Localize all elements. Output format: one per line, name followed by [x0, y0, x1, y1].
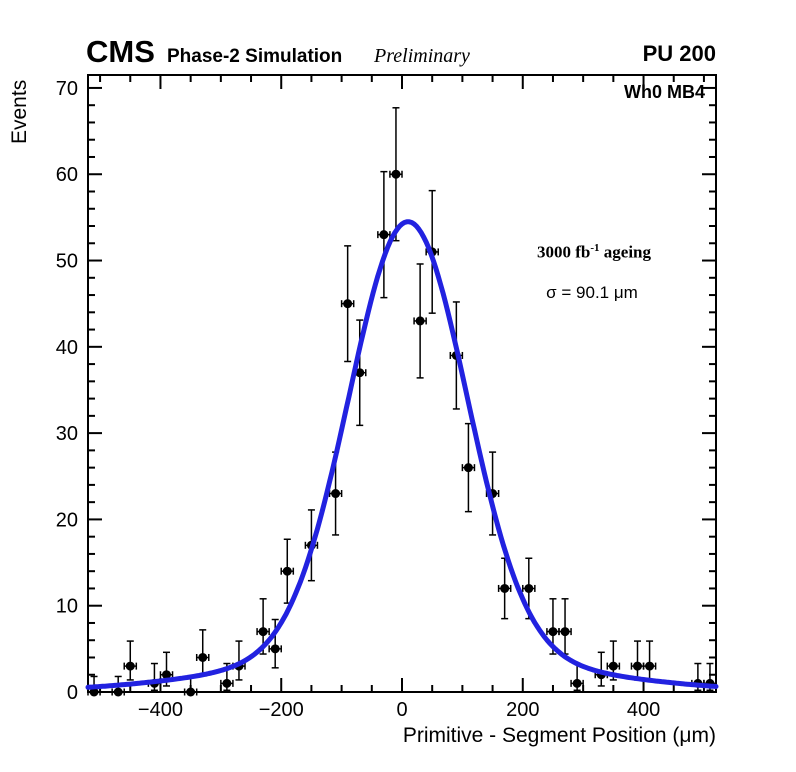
y-tick-label: 30 — [56, 423, 78, 445]
y-axis-title: Events — [8, 79, 31, 144]
x-tick-label: −400 — [138, 699, 183, 721]
data-point-marker — [89, 687, 99, 697]
lumi-suffix: ageing — [599, 242, 652, 262]
data-point-marker — [391, 169, 401, 179]
x-axis-title: Primitive - Segment Position (μm) — [402, 724, 716, 747]
chamber-label: Wh0 MB4 — [624, 82, 705, 102]
data-point-marker — [162, 670, 171, 680]
x-tick-label: −200 — [259, 699, 304, 721]
y-tick-label: 20 — [56, 509, 78, 531]
data-point-marker — [560, 627, 570, 637]
sigma-value-label: σ = 90.1 μm — [546, 283, 638, 302]
data-point-marker — [645, 661, 655, 671]
lumi-exponent: -1 — [590, 242, 600, 254]
data-point-marker — [125, 661, 135, 671]
data-point-marker — [415, 316, 425, 326]
data-point-marker — [113, 687, 123, 697]
y-tick-label: 40 — [56, 337, 78, 359]
data-point-marker — [379, 230, 389, 240]
y-tick-label: 70 — [56, 78, 78, 100]
data-point-marker — [331, 489, 341, 499]
x-tick-label: 200 — [506, 699, 539, 721]
plot-frame — [87, 74, 717, 693]
data-point-marker — [355, 368, 365, 378]
y-tick-label: 0 — [67, 682, 78, 704]
data-point-marker — [343, 299, 353, 309]
y-tick-label: 10 — [56, 596, 78, 618]
data-point-marker — [282, 566, 292, 576]
pileup-label: PU 200 — [642, 41, 716, 66]
data-point-marker — [270, 644, 280, 654]
data-point-marker — [572, 678, 582, 688]
data-point-marker — [608, 661, 618, 671]
data-point-marker — [186, 687, 196, 697]
data-point-marker — [258, 627, 268, 637]
phase2-simulation-label: Phase-2 Simulation — [167, 46, 343, 67]
data-point-marker — [500, 583, 510, 593]
data-point-marker — [198, 652, 208, 662]
x-tick-label: 400 — [627, 699, 660, 721]
lumi-prefix: 3000 fb — [536, 242, 591, 262]
data-point-marker — [633, 661, 642, 671]
y-tick-label: 50 — [56, 251, 78, 273]
luminosity-ageing-label: 3000 fb-1 ageing — [537, 242, 651, 263]
gaussian-fit-curve — [85, 219, 719, 690]
data-point-marker — [524, 583, 534, 593]
data-point-marker — [222, 678, 232, 688]
cms-logo-text: CMS — [86, 34, 155, 69]
x-tick-label: 0 — [396, 699, 407, 721]
y-tick-label: 60 — [56, 164, 78, 186]
preliminary-label: Preliminary — [374, 45, 470, 67]
data-point-marker — [463, 463, 473, 473]
data-point-marker — [548, 627, 558, 637]
